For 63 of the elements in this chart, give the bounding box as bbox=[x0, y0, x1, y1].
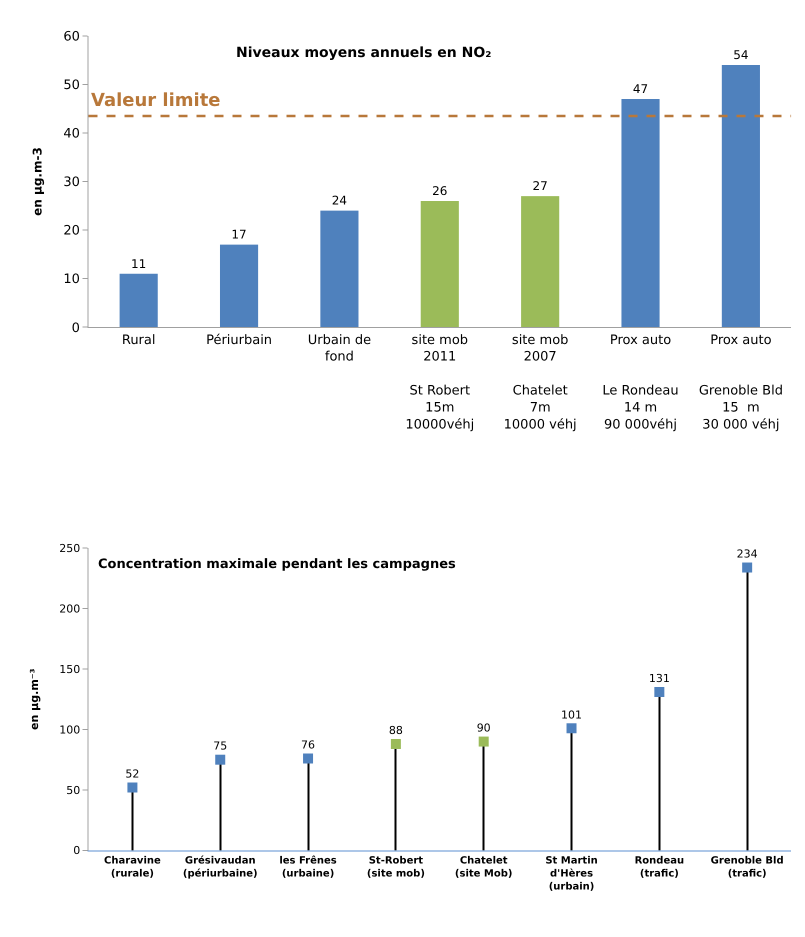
x-tick-label: Urbain de fond bbox=[308, 332, 372, 365]
x-tick-label: Grésivaudan (périurbaine) bbox=[182, 855, 258, 880]
point bbox=[215, 754, 226, 765]
y-tick-label: 0 bbox=[73, 844, 80, 858]
y-tick-label: 50 bbox=[66, 784, 80, 797]
data-label: 24 bbox=[332, 194, 348, 208]
data-label: 88 bbox=[388, 724, 403, 737]
y-axis-title: en µg.m-3 bbox=[30, 147, 45, 216]
category-label: Prox auto Le Rondeau 14 m 90 000véhj bbox=[602, 332, 679, 432]
bar bbox=[621, 98, 660, 328]
point bbox=[303, 753, 314, 764]
bar bbox=[521, 196, 560, 328]
data-label: 76 bbox=[301, 738, 316, 752]
x-tick-label: les Frênes (urbaine) bbox=[279, 855, 337, 880]
ref-line-label: Valeur limite bbox=[91, 90, 221, 111]
y-tick-label: 150 bbox=[59, 662, 80, 676]
text: Concentration maximale pendant les campagnes bbox=[98, 557, 456, 572]
bar bbox=[220, 244, 258, 328]
y-tick-label: 100 bbox=[59, 723, 80, 736]
bar bbox=[120, 274, 158, 328]
y-tick-label: 50 bbox=[63, 78, 80, 93]
bar bbox=[722, 64, 760, 328]
y-tick-label: 10 bbox=[63, 272, 80, 288]
y-tick-label: 40 bbox=[63, 126, 80, 142]
data-label: 101 bbox=[561, 708, 582, 722]
text: Niveaux moyens annuels en NO₂ bbox=[236, 45, 492, 61]
data-label: 54 bbox=[733, 48, 749, 62]
data-label: 11 bbox=[131, 256, 146, 271]
data-label: 75 bbox=[213, 740, 228, 753]
x-tick-label: Rural bbox=[122, 332, 156, 348]
data-label: 17 bbox=[231, 228, 247, 242]
point bbox=[742, 562, 752, 573]
point bbox=[127, 782, 138, 792]
y-tick-label: 0 bbox=[72, 320, 80, 336]
data-label: 131 bbox=[648, 672, 670, 686]
x-tick-label: Charavine (rurale) bbox=[104, 855, 161, 880]
x-tick-label: Rondeau (trafic) bbox=[634, 855, 684, 880]
x-tick-label: Chatelet (site Mob) bbox=[454, 855, 512, 880]
x-tick-label: St Martin d'Hères (urbain) bbox=[545, 855, 598, 892]
point bbox=[478, 736, 489, 747]
y-tick-label: 60 bbox=[63, 29, 80, 44]
y-axis-title: en µg.m⁻³ bbox=[28, 668, 41, 730]
x-tick-label: St-Robert (site mob) bbox=[366, 855, 425, 880]
data-label: 234 bbox=[736, 548, 758, 561]
x-tick-label: Grenoble Bld (trafic) bbox=[710, 855, 784, 880]
data-label: 47 bbox=[632, 82, 648, 96]
category-label: site mob 2007 Chatelet 7m 10000 véhj bbox=[504, 332, 577, 432]
point bbox=[654, 687, 664, 698]
bar bbox=[320, 210, 358, 328]
point bbox=[390, 738, 401, 749]
data-label: 26 bbox=[432, 184, 448, 198]
x-tick-label: Périurbain bbox=[206, 332, 272, 348]
data-label: 27 bbox=[532, 179, 548, 194]
data-label: 90 bbox=[476, 722, 491, 735]
category-label: site mob 2011 St Robert 15m 10000véhj bbox=[405, 332, 474, 432]
y-tick-label: 20 bbox=[63, 224, 80, 239]
y-tick-label: 30 bbox=[63, 175, 80, 190]
y-tick-label: 200 bbox=[59, 602, 80, 616]
data-label: 52 bbox=[125, 768, 140, 780]
category-label: Prox auto Grenoble Bld 15 m 30 000 véhj bbox=[698, 332, 783, 432]
bar bbox=[420, 200, 459, 328]
point bbox=[566, 723, 577, 734]
y-tick-label: 250 bbox=[59, 542, 80, 556]
